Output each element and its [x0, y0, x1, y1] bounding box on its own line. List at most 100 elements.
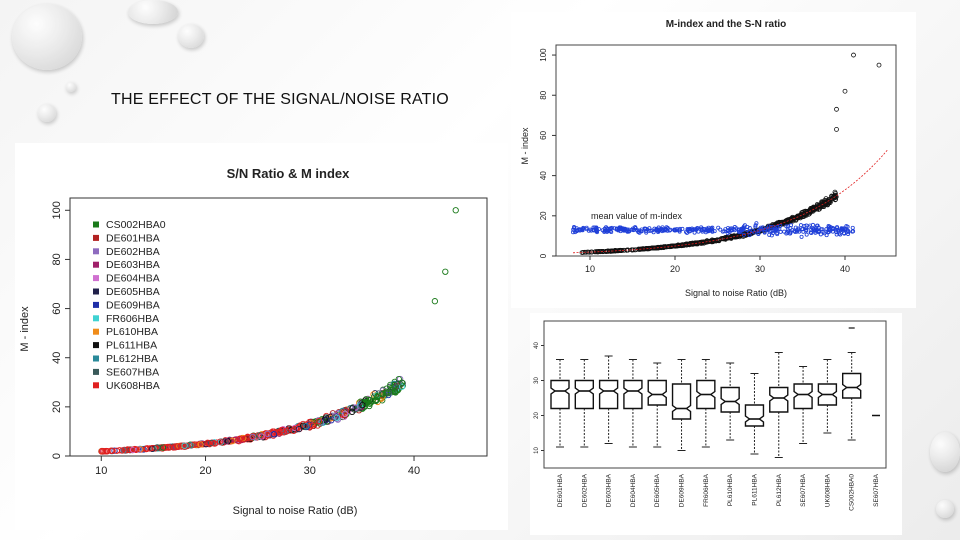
y-tick-label: 0 — [539, 253, 548, 258]
chart-title: S/N Ratio & M index — [227, 166, 351, 181]
x-category-label: SE607HBA — [800, 473, 807, 507]
y-tick-label: 80 — [51, 253, 63, 265]
mean-point — [778, 223, 783, 228]
mean-point — [690, 228, 695, 233]
x-category-label: UK608HBA — [824, 473, 831, 507]
outlier-point — [842, 88, 848, 94]
x-category-label: SE607HBA — [873, 473, 880, 507]
x-category-label: DE609HBA — [679, 473, 686, 507]
mean-point — [785, 230, 790, 235]
y-tick-label: 20 — [51, 401, 63, 413]
chart-panel-bottom-right: 10 20 30 40 DE601HBA DE602HBA DE603HBA DE604HBA… — [530, 313, 902, 535]
legend-label: DE603HBA — [106, 259, 160, 271]
boxplot-chart-stations: 10 20 30 40 DE601HBA DE602HBA DE603HBA DE604HBA… — [534, 320, 887, 511]
data-point — [385, 389, 392, 396]
data-point — [108, 447, 115, 454]
mean-point — [792, 229, 797, 234]
mean-point — [674, 227, 679, 232]
data-point — [204, 439, 211, 446]
x-category-label: PL610HBA — [727, 473, 734, 506]
data-point — [264, 430, 271, 438]
mean-point — [799, 234, 804, 239]
data-point — [181, 442, 188, 449]
mean-point — [631, 227, 636, 232]
mean-point — [758, 227, 763, 232]
x-tick-label: 40 — [408, 465, 420, 477]
y-tick-label: 20 — [539, 211, 548, 220]
mean-point — [818, 232, 823, 237]
box — [598, 379, 619, 410]
mean-point — [837, 231, 842, 236]
mean-point — [589, 228, 594, 233]
mean-point — [643, 229, 648, 234]
legend-swatch — [93, 368, 99, 375]
mean-point — [722, 229, 727, 234]
data-point — [177, 443, 184, 450]
mean-point — [762, 229, 767, 234]
y-tick-label: 100 — [539, 48, 548, 62]
legend-label: PL610HBA — [106, 326, 158, 338]
mean-point — [807, 225, 812, 230]
y-tick-label: 40 — [539, 171, 548, 180]
mean-point — [741, 232, 746, 237]
legend-swatch — [93, 301, 99, 308]
mean-point — [765, 226, 770, 231]
plot-frame — [555, 44, 897, 257]
mean-point — [850, 225, 855, 230]
y-tick-label: 40 — [534, 342, 540, 349]
box — [744, 404, 765, 427]
mean-point — [808, 230, 813, 235]
box — [671, 383, 692, 420]
data-point — [809, 206, 815, 211]
mean-point — [637, 230, 642, 235]
mean-point — [618, 225, 623, 230]
mean-point — [798, 223, 803, 228]
scatter-chart-sn-ratio: S/N Ratio & M index Signal to noise Rati… — [19, 166, 488, 517]
data-point — [101, 448, 108, 455]
data-point — [111, 447, 118, 454]
data-point — [235, 437, 242, 444]
data-point — [163, 443, 170, 451]
data-point — [391, 388, 398, 395]
water-drop-decoration — [178, 24, 204, 48]
mean-point — [744, 227, 749, 232]
data-point — [306, 421, 313, 428]
water-drop-decoration — [936, 500, 954, 518]
data-point — [732, 234, 738, 240]
legend-label: PL611HBA — [106, 340, 157, 352]
data-point — [398, 379, 406, 386]
mean-point — [574, 229, 579, 234]
water-drop-decoration — [66, 82, 76, 92]
x-category-label: FR606HBA — [703, 473, 710, 507]
mean-point — [718, 227, 723, 232]
data-point — [640, 246, 646, 252]
legend-label: CS002HBA0 — [106, 219, 166, 231]
plot-frame — [543, 320, 887, 469]
outlier-point — [452, 207, 459, 214]
mean-point — [672, 227, 677, 232]
mean-point — [622, 227, 627, 232]
data-point — [790, 214, 795, 220]
mean-point — [784, 224, 789, 229]
mean-point — [771, 231, 776, 236]
mean-point — [747, 226, 752, 231]
y-tick-label: 30 — [534, 377, 540, 384]
mean-point — [651, 230, 656, 235]
data-point — [341, 410, 349, 417]
mean-point — [604, 226, 609, 231]
mean-point — [616, 227, 621, 232]
data-point — [208, 439, 215, 447]
legend-label: DE601HBA — [106, 232, 160, 244]
data-point — [140, 446, 147, 453]
data-point — [348, 408, 356, 415]
data-point — [197, 441, 204, 448]
mean-point — [815, 223, 820, 228]
mean-point — [842, 231, 847, 236]
y-axis-label: M - index — [520, 127, 530, 165]
data-point — [333, 414, 341, 421]
data-point — [98, 447, 106, 455]
chart-panel-top-right: M-index and the S-N ratio Signal to nois… — [511, 12, 916, 308]
data-point — [187, 442, 194, 449]
mean-point — [840, 226, 845, 231]
data-point — [258, 433, 265, 440]
